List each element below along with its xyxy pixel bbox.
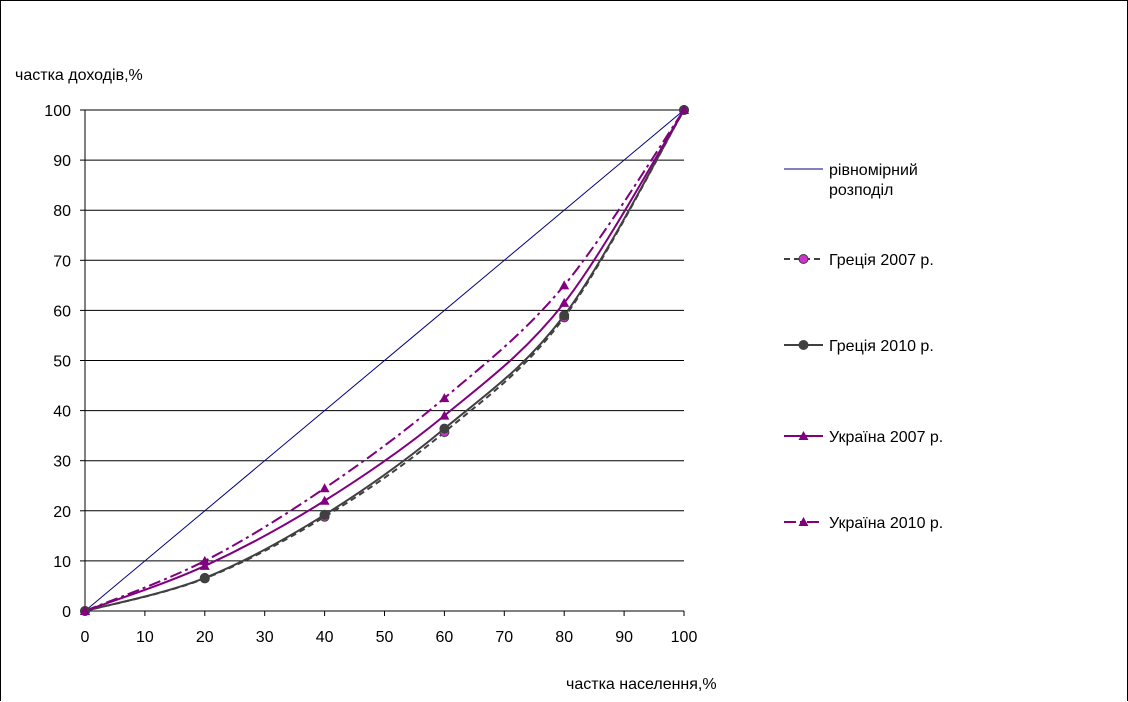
y-tick-label-60: 60: [53, 303, 71, 320]
x-tick-label-100: 100: [671, 629, 698, 646]
series-4-point-4: [559, 280, 570, 290]
series-4-point-3: [439, 393, 450, 403]
y-tick-label-50: 50: [53, 354, 71, 371]
legend-label-1: Греція 2007 р.: [829, 252, 934, 269]
grid-lines: [85, 109, 684, 562]
series-3-point-3: [439, 410, 450, 420]
series-2-point-3: [439, 423, 450, 434]
series-2-point-2: [319, 509, 330, 520]
series-markers: [80, 105, 689, 616]
legend-marker-2: [798, 340, 809, 350]
series-4-point-5: [679, 105, 689, 114]
y-tick-label-10: 10: [53, 554, 71, 571]
legend-marker-1: [798, 254, 809, 264]
legend-label-4: Україна 2010 р.: [829, 515, 943, 532]
y-tick-label-70: 70: [53, 253, 71, 270]
legend-label-4-line-0: Україна 2010 р.: [829, 515, 943, 532]
series-line-0: [84, 109, 685, 612]
x-tick-label-40: 40: [316, 629, 334, 646]
legend-label-0-line-1: розподіл: [829, 182, 893, 199]
legend-label-3-line-0: Україна 2007 р.: [829, 429, 943, 446]
legend: рівномірний розподіл Греція 2007 р. Греція …: [784, 162, 943, 532]
y-tick-label-90: 90: [53, 153, 71, 170]
legend-label-0: рівномірний розподіл: [829, 162, 918, 199]
series-3-point-2: [319, 495, 330, 505]
x-tick-label-70: 70: [495, 629, 513, 646]
legend-label-1-line-0: Греція 2007 р.: [829, 252, 934, 269]
y-tick-label-80: 80: [53, 203, 71, 220]
x-tick-label-0: 0: [81, 629, 90, 646]
legend-label-0-line-0: рівномірний: [829, 162, 918, 179]
y-tick-label-20: 20: [53, 504, 71, 521]
legend-marker-4: [798, 517, 809, 526]
x-tick-label-60: 60: [436, 629, 454, 646]
y-tick-label-0: 0: [62, 604, 71, 621]
x-tick-label-80: 80: [555, 629, 573, 646]
x-tick-label-20: 20: [196, 629, 214, 646]
series-line-4: [84, 109, 685, 612]
x-tick-labels: 0 10 20 30 40 50 60 70 80 90 100: [81, 629, 698, 646]
series-3-point-1: [199, 560, 210, 570]
series-3-point-4: [559, 297, 570, 307]
y-tick-label-100: 100: [44, 103, 71, 120]
series-4-point-2: [319, 483, 330, 493]
y-tick-labels: 0 10 20 30 40 50 60 70 80 90 100: [44, 103, 71, 621]
legend-label-2: Греція 2010 р.: [829, 338, 934, 355]
legend-label-2-line-0: Греція 2010 р.: [829, 338, 934, 355]
series-4-point-0: [80, 606, 90, 615]
series-4-point-1: [199, 555, 210, 565]
legend-label-3: Україна 2007 р.: [829, 429, 943, 446]
y-axis-label: частка доходів,%: [15, 67, 143, 84]
x-axis-label: частка населення,%: [566, 676, 717, 693]
x-tick-label-50: 50: [376, 629, 394, 646]
series-2-point-4: [559, 310, 570, 321]
legend-marker-3: [798, 431, 809, 440]
series-2-point-1: [199, 572, 210, 583]
y-tick-label-40: 40: [53, 404, 71, 421]
y-tick-label-30: 30: [53, 454, 71, 471]
x-tick-label-30: 30: [256, 629, 274, 646]
x-tick-label-90: 90: [615, 629, 633, 646]
x-tick-label-10: 10: [136, 629, 154, 646]
